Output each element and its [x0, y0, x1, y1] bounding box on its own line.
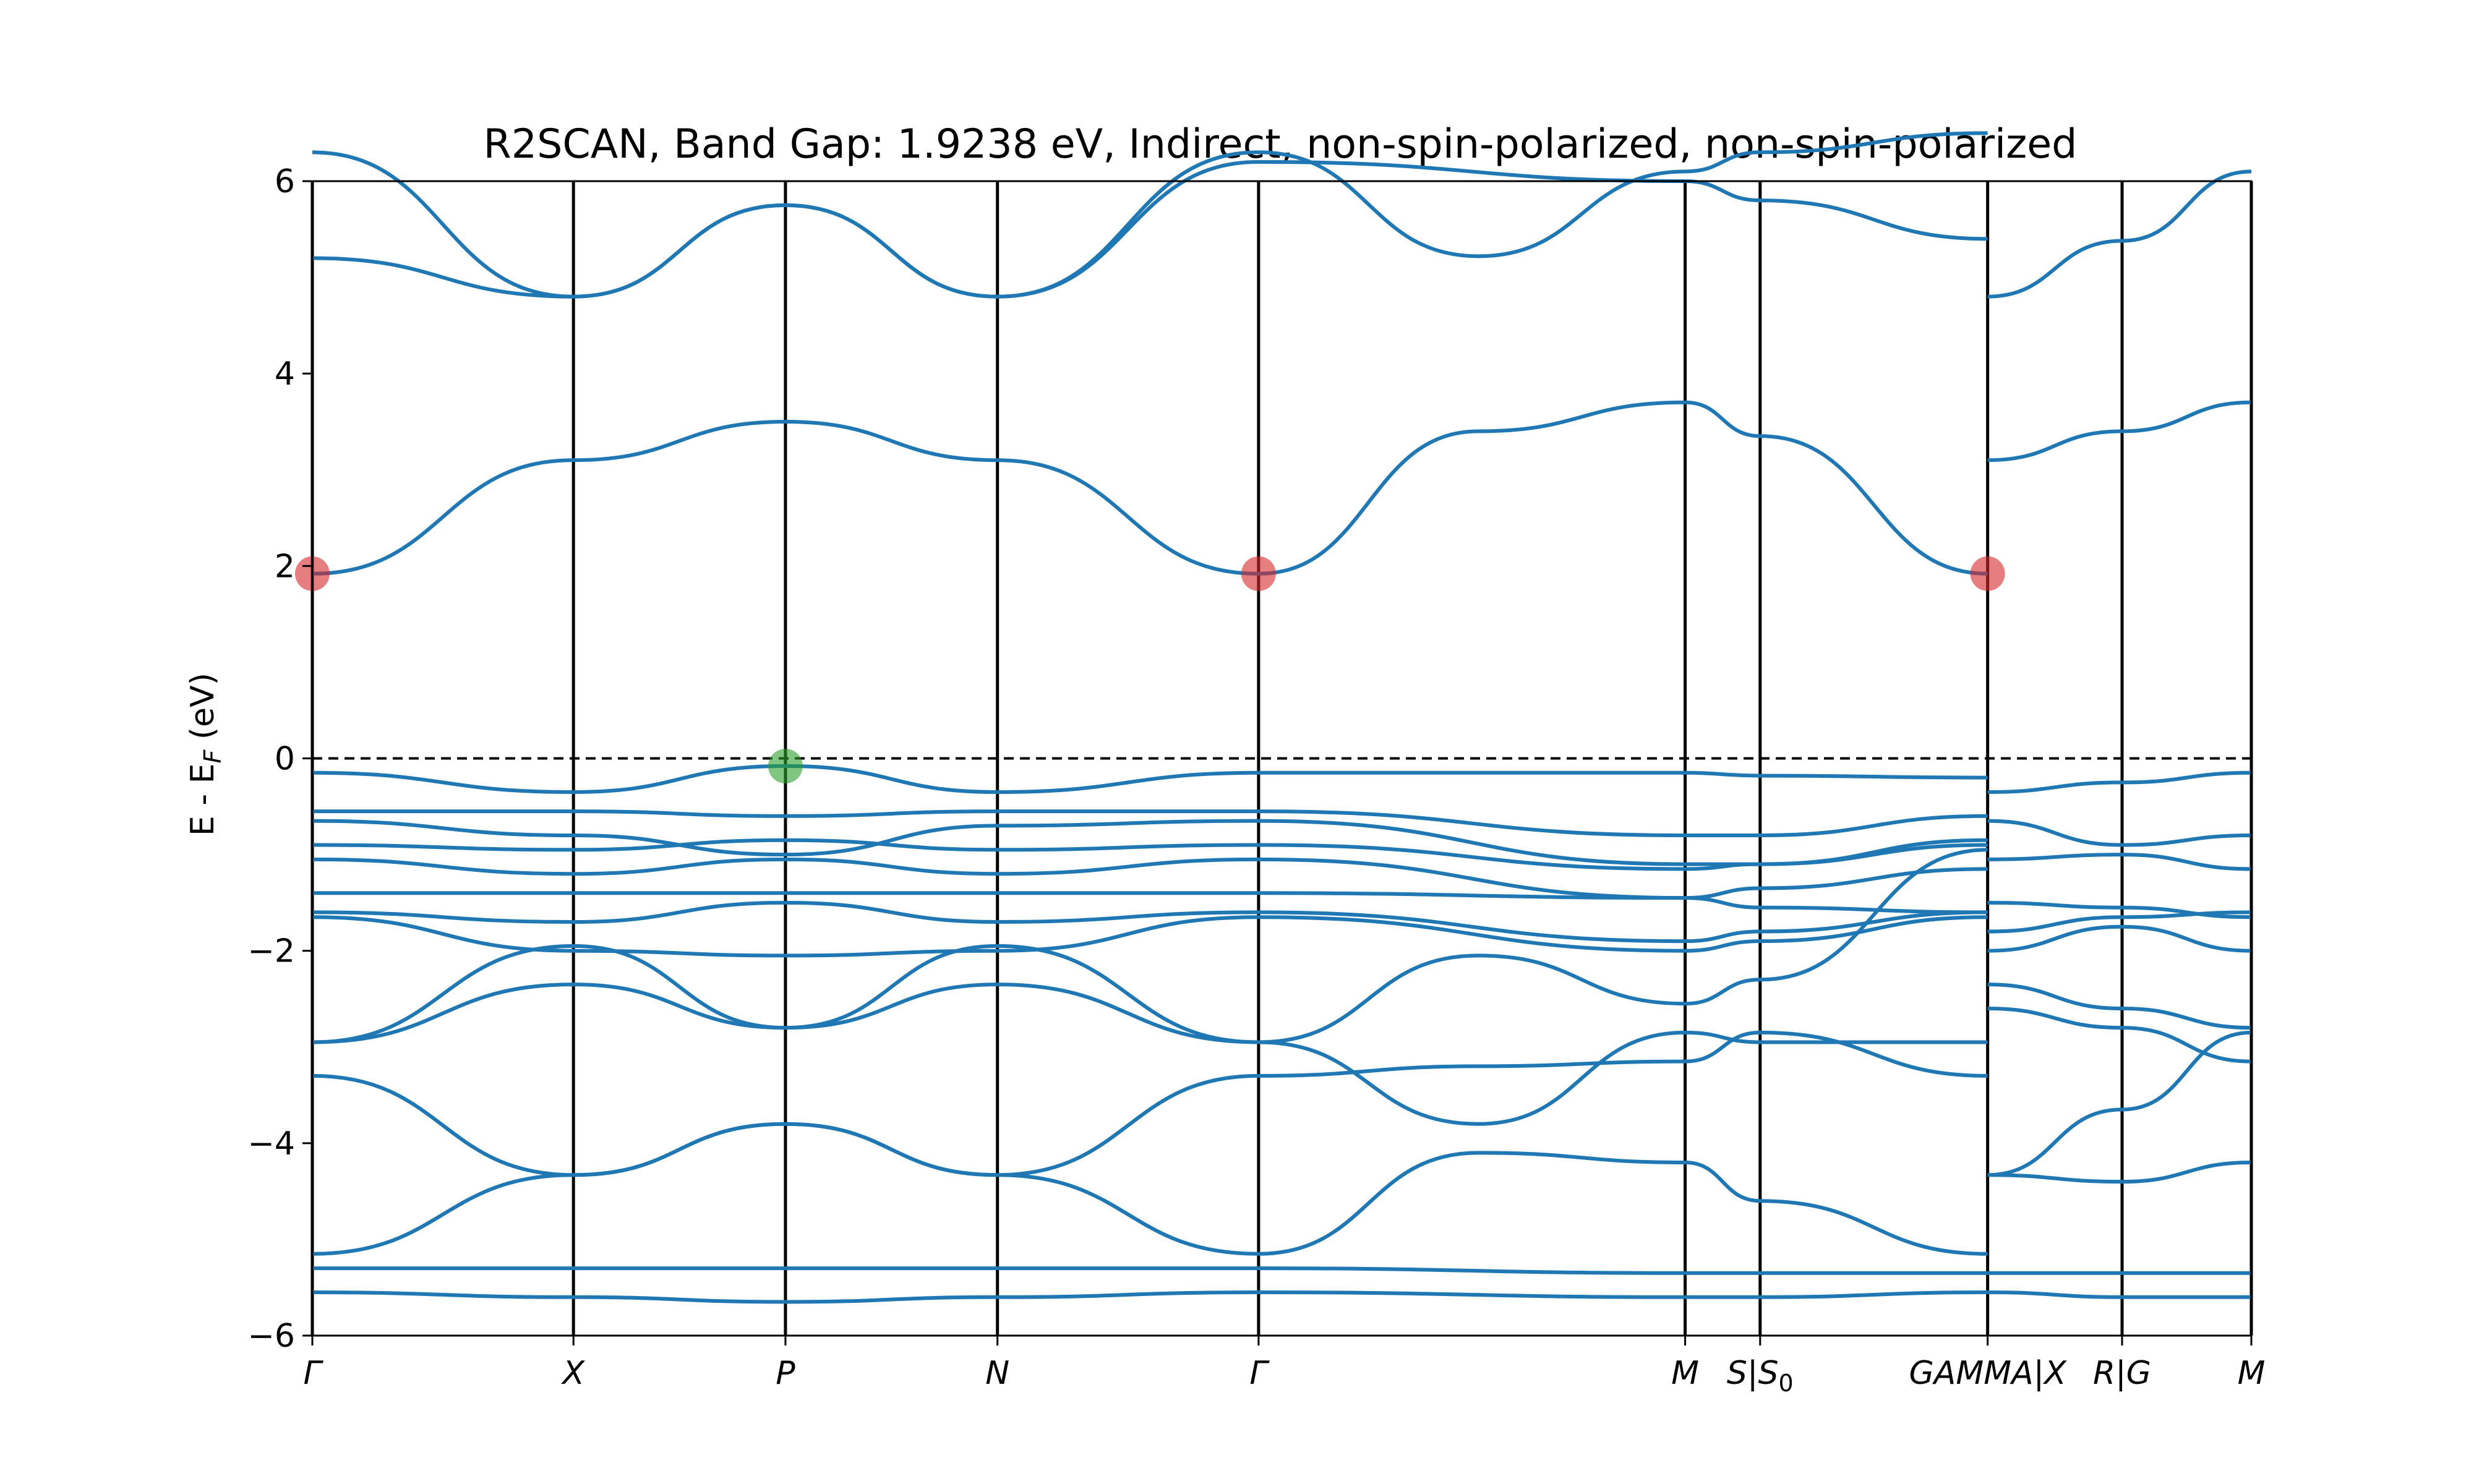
y-tick-label: 4	[275, 356, 295, 393]
y-tick-label: −6	[247, 1318, 295, 1355]
band-line	[312, 915, 1988, 958]
band-line	[1987, 983, 2252, 1030]
band-line	[1987, 770, 2252, 794]
band-line	[312, 848, 1988, 1044]
band-line	[312, 131, 1988, 299]
y-axis-label: E - EF (eV)	[184, 673, 226, 836]
x-tick-label: N	[985, 1355, 1009, 1392]
y-tick-label: 6	[275, 163, 295, 200]
band-line	[1987, 1030, 2252, 1177]
x-tick-label: X	[560, 1355, 585, 1392]
band-line	[1987, 924, 2252, 953]
x-tick-label: R|G	[2093, 1355, 2151, 1392]
band-line	[1987, 853, 2252, 871]
band-line	[1987, 1290, 2251, 1299]
y-axis-ticks: 6 4 2 0 −2 −4 −6	[247, 163, 312, 1355]
band-line	[312, 900, 1988, 944]
band-line	[312, 764, 1988, 795]
x-tick-label: M	[1671, 1355, 1699, 1392]
x-axis-ticks: Γ X P N Γ M S|S0 GAMMA|X R|G M	[304, 1336, 2266, 1397]
band-line	[312, 1030, 1988, 1177]
band-line	[1987, 1161, 2252, 1184]
x-tick-label: Γ	[304, 1355, 324, 1392]
x-tick-label: Γ	[1249, 1355, 1270, 1392]
band-lines	[312, 131, 2252, 1304]
x-tick-label: GAMMA|X	[1909, 1355, 2067, 1392]
band-line	[1987, 1007, 2252, 1064]
cbm-marker	[1970, 556, 2005, 591]
y-tick-label: −4	[247, 1125, 295, 1162]
band-line	[312, 983, 1988, 1126]
band-line	[312, 400, 1988, 576]
band-extrema	[295, 556, 2005, 783]
band-line	[312, 838, 1988, 871]
band-line	[312, 819, 1988, 866]
chart-title: R2SCAN, Band Gap: 1.9238 eV, Indirect, n…	[484, 121, 2078, 168]
band-line	[312, 891, 1988, 915]
x-tick-label: P	[776, 1355, 795, 1392]
band-line	[312, 1266, 1988, 1275]
band-line	[1987, 910, 2252, 934]
band-line	[312, 1122, 1988, 1256]
y-tick-label: 0	[275, 741, 295, 778]
band-line	[312, 809, 1988, 837]
y-tick-label: −2	[247, 933, 295, 970]
x-tick-label: S|S0	[1727, 1355, 1794, 1397]
band-line	[1987, 819, 2252, 847]
band-line	[1987, 169, 2252, 299]
cbm-marker	[1241, 556, 1276, 591]
band-line	[312, 857, 1988, 900]
band-line	[312, 1290, 1988, 1304]
band-line	[312, 160, 1988, 299]
vbm-marker	[768, 748, 803, 783]
band-line	[1987, 400, 2252, 463]
x-tick-label: M	[2238, 1355, 2266, 1392]
y-tick-label: 2	[275, 548, 295, 585]
